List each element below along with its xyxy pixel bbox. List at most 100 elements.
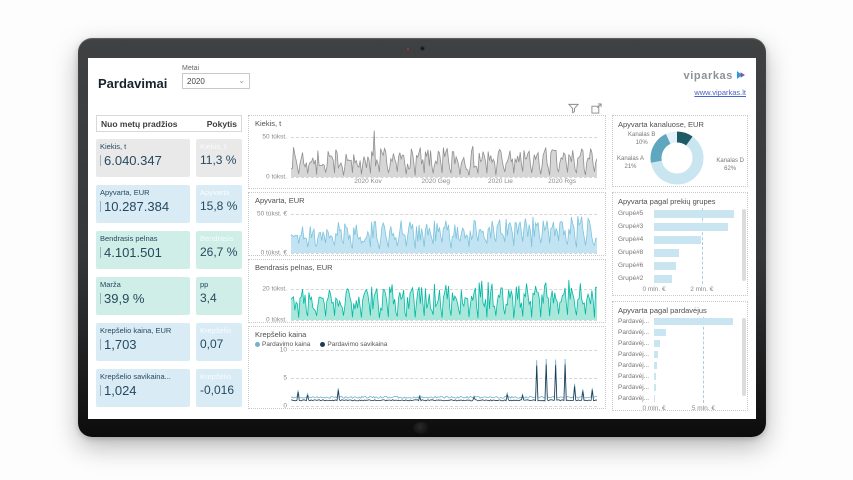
kpi-card-value: 4.101.501 (100, 245, 186, 260)
legend-item[interactable]: Pardavimo savikaina (320, 341, 387, 348)
kpi-change-value: 0,07 (200, 337, 224, 351)
kpi-card[interactable]: Apyvarta, EUR 10.287.384 (96, 185, 190, 223)
kpi-change-card[interactable]: Krepšelio 0,07 (196, 323, 242, 361)
donut-chart[interactable] (650, 131, 704, 185)
area-series (291, 273, 597, 320)
bars-pardavejai[interactable]: Apyvarta pagal pardavėjus Pardavėj... Pa… (612, 301, 748, 412)
kpi-card[interactable]: Kiekis, t 6.040.347 (96, 139, 190, 177)
gridline (291, 320, 597, 321)
year-filter: Metai 2020 ⌄ (182, 65, 250, 89)
focus-mode-icon[interactable] (591, 103, 602, 114)
bars-prekiu-grupes[interactable]: Apyvarta pagal prekių grupes Grupė#5 Gru… (612, 192, 748, 296)
filter-icon[interactable] (567, 103, 580, 114)
bar-track (654, 235, 735, 244)
kpi-card[interactable]: Marža 39,9 % (96, 277, 190, 315)
year-dropdown[interactable]: 2020 ⌄ (182, 73, 250, 89)
bar[interactable] (654, 351, 659, 358)
value-tick (100, 201, 101, 212)
kpi-change-label: pp (200, 280, 209, 289)
year-dropdown-value: 2020 (187, 76, 205, 86)
bar[interactable] (654, 222, 728, 231)
x-axis-label: 0 mln. € (642, 286, 666, 293)
value-tick (100, 247, 101, 258)
kpi-card[interactable]: Krepšelio savikaina... 1,024 (96, 369, 190, 407)
kpi-change-card[interactable]: Kiekis, t 11,3 % (196, 139, 242, 177)
kpi-card-value: 39,9 % (100, 291, 186, 306)
bar[interactable] (654, 329, 667, 336)
chart-legend: Pardavimo kaina Pardavimo savikaina (255, 341, 599, 348)
bar-track (654, 261, 735, 270)
kpi-row: Marža 39,9 % pp 3,4 (96, 277, 242, 315)
kpi-change-value: -0,016 (200, 383, 235, 397)
value-tick (100, 385, 101, 396)
kpi-card[interactable]: Bendrasis pelnas 4.101.501 (96, 231, 190, 269)
y-axis-label: 20 tūkst. (262, 285, 287, 293)
gridline (291, 137, 597, 138)
monitor-frame: Pardavimai Metai 2020 ⌄ viparkas www.vip… (78, 38, 766, 437)
chart-bendrasis-pelnas[interactable]: Bendrasis pelnas, EUR 20 tūkst. 0 tūkst. (248, 259, 606, 324)
gridline (291, 177, 597, 178)
report-body: Nuo metų pradžios Pokytis Kiekis, t 6.04… (96, 102, 748, 415)
x-axis-label: 2 mln. € (690, 286, 714, 293)
breakdown-column: Apyvarta kanaluose, EUR Kanalas B 10% Kana… (612, 102, 748, 415)
bar-row: Grupė#6 (618, 259, 735, 272)
bar[interactable] (654, 248, 679, 257)
bar-category-label: Pardavėj... (618, 395, 650, 402)
scrollbar[interactable] (742, 209, 746, 281)
bar-category-label: Pardavėj... (618, 318, 650, 325)
donut-plot: Kanalas B 10% Kanalas D 62% Kanalas A 21% (617, 130, 744, 186)
plot-area: 50 tūkst. € 0 tūkst. € (257, 206, 597, 257)
kpi-row: Kiekis, t 6.040.347 Kiekis, t 11,3 % (96, 139, 242, 177)
donut-label: Kanalas A 21% (617, 156, 645, 170)
bar-track (654, 329, 735, 336)
bar[interactable] (654, 261, 677, 270)
bar[interactable] (654, 340, 661, 347)
bar-track (654, 373, 735, 380)
chart-krepselio-kaina[interactable]: Krepšelio kaina Pardavimo kaina Pardavimo … (248, 326, 606, 410)
plot-area: 10 5 0 (280, 347, 597, 410)
plot-area: 20 tūkst. 0 tūkst. (262, 273, 597, 324)
gridline (291, 253, 597, 254)
legend-item[interactable]: Pardavimo kaina (255, 341, 310, 348)
kpi-card[interactable]: Krepšelio kaina, EUR 1,703 (96, 323, 190, 361)
bar-track (654, 340, 735, 347)
kpi-change-card[interactable]: pp 3,4 (196, 277, 242, 315)
bar-category-label: Pardavėj... (618, 340, 650, 347)
bar-track (654, 362, 735, 369)
bar[interactable] (654, 235, 701, 244)
chart-apyvarta[interactable]: Apyvarta, EUR 50 tūkst. € 0 tūkst. € (248, 192, 606, 257)
kpi-change-card[interactable]: Krepšelio -0,016 (196, 369, 242, 407)
kpi-change-card[interactable]: Apyvarta 15,8 % (196, 185, 242, 223)
bar-track (654, 351, 735, 358)
area-series (291, 206, 597, 253)
bar[interactable] (654, 384, 656, 391)
kpi-column-headers: Nuo metų pradžios Pokytis (96, 115, 242, 132)
bar-track (654, 384, 735, 391)
bar-category-label: Pardavėj... (618, 329, 650, 336)
bar-row: Pardavėj... (618, 327, 735, 338)
bar[interactable] (654, 274, 672, 283)
bar-row: Pardavėj... (618, 371, 735, 382)
bar-row: Pardavėj... (618, 338, 735, 349)
chart-title: Apyvarta pagal prekių grupes (618, 197, 716, 206)
chart-kiekis[interactable]: Kiekis, t 50 tūkst. 0 tūkst. 2020 Kov 2020… (248, 115, 606, 189)
x-axis: 0 mln. € 2 mln. € (642, 285, 735, 294)
bar[interactable] (654, 373, 657, 380)
bar[interactable] (654, 395, 656, 402)
bar[interactable] (654, 318, 734, 325)
y-axis-label: 5 (283, 374, 287, 382)
chart-title: Krepšelio kaina (255, 330, 307, 339)
chart-title: Apyvarta kanaluose, EUR (618, 120, 704, 129)
donut-apyvarta-kanaluose[interactable]: Apyvarta kanaluose, EUR Kanalas B 10% Kana… (612, 115, 748, 187)
scrollbar[interactable] (742, 318, 746, 396)
bar-category-label: Grupė#8 (618, 249, 644, 256)
kpi-change-value: 11,3 % (200, 153, 237, 167)
kpi-change-card[interactable]: Bendrasis 26,7 % (196, 231, 242, 269)
bar-category-label: Pardavėj... (618, 351, 650, 358)
bar[interactable] (654, 362, 658, 369)
brand-link[interactable]: www.viparkas.lt (694, 88, 746, 98)
trend-charts-column: Kiekis, t 50 tūkst. 0 tūkst. 2020 Kov 2020… (248, 102, 606, 415)
gridline (291, 378, 597, 379)
bar[interactable] (654, 209, 734, 218)
donut-label: Kanalas D 62% (716, 158, 744, 172)
